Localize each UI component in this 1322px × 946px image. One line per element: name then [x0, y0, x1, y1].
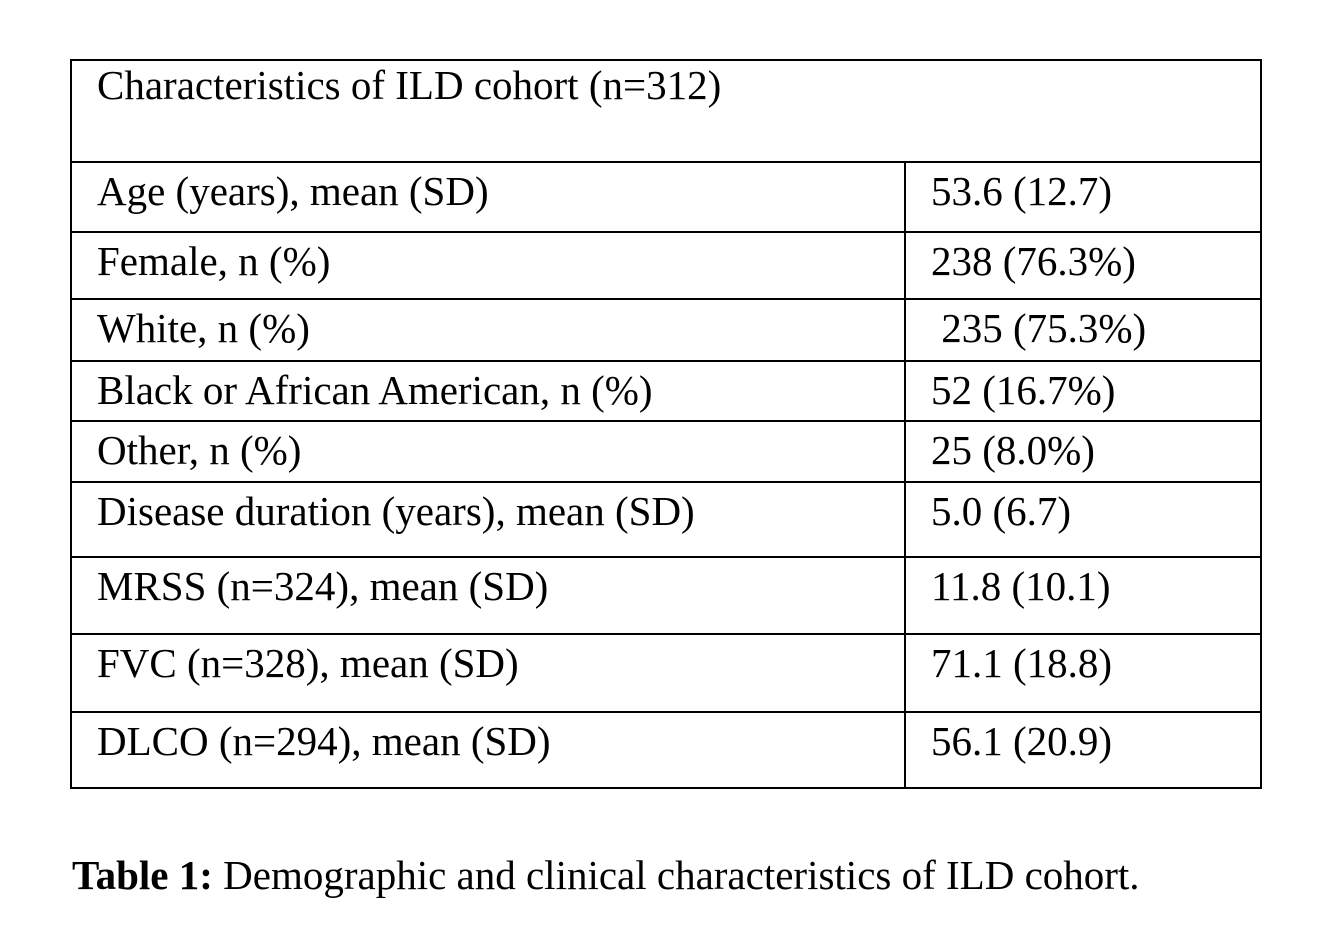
table-row: DLCO (n=294), mean (SD) 56.1 (20.9)	[70, 711, 1262, 789]
row-label: Age (years), mean (SD)	[70, 161, 906, 233]
table-row: Female, n (%) 238 (76.3%)	[70, 231, 1262, 300]
table-header-row: Characteristics of ILD cohort (n=312)	[70, 59, 1262, 163]
row-label: Female, n (%)	[70, 231, 906, 300]
table-row: Age (years), mean (SD) 53.6 (12.7)	[70, 161, 1262, 233]
row-label: DLCO (n=294), mean (SD)	[70, 711, 906, 789]
row-value: 71.1 (18.8)	[904, 633, 1262, 713]
row-value: 238 (76.3%)	[904, 231, 1262, 300]
row-label: FVC (n=328), mean (SD)	[70, 633, 906, 713]
row-value: 53.6 (12.7)	[904, 161, 1262, 233]
table-row: MRSS (n=324), mean (SD) 11.8 (10.1)	[70, 556, 1262, 635]
row-label: White, n (%)	[70, 298, 906, 362]
row-value: 235 (75.3%)	[904, 298, 1262, 362]
table-header: Characteristics of ILD cohort (n=312)	[70, 59, 1262, 163]
row-label: Black or African American, n (%)	[70, 360, 906, 422]
table-row: FVC (n=328), mean (SD) 71.1 (18.8)	[70, 633, 1262, 713]
row-label: MRSS (n=324), mean (SD)	[70, 556, 906, 635]
caption-label: Table 1:	[72, 852, 213, 898]
row-value: 5.0 (6.7)	[904, 481, 1262, 558]
table-row: White, n (%) 235 (75.3%)	[70, 298, 1262, 362]
caption-text: Demographic and clinical characteristics…	[212, 852, 1140, 898]
row-label: Other, n (%)	[70, 420, 906, 483]
table-caption: Table 1: Demographic and clinical charac…	[72, 851, 1140, 900]
row-value: 56.1 (20.9)	[904, 711, 1262, 789]
row-value: 52 (16.7%)	[904, 360, 1262, 422]
row-value: 25 (8.0%)	[904, 420, 1262, 483]
row-label: Disease duration (years), mean (SD)	[70, 481, 906, 558]
table-row: Other, n (%) 25 (8.0%)	[70, 420, 1262, 483]
table-row: Disease duration (years), mean (SD) 5.0 …	[70, 481, 1262, 558]
row-value: 11.8 (10.1)	[904, 556, 1262, 635]
characteristics-table: Characteristics of ILD cohort (n=312) Ag…	[70, 59, 1262, 789]
table-row: Black or African American, n (%) 52 (16.…	[70, 360, 1262, 422]
